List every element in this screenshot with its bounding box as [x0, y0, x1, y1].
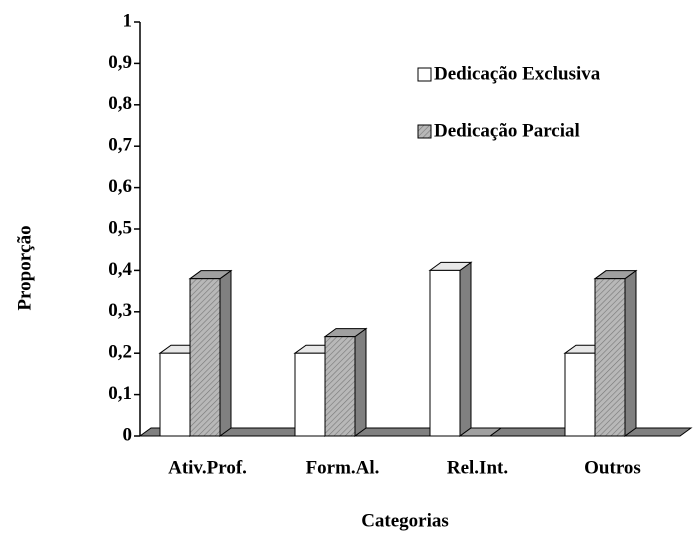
- y-tick-label: 0,1: [108, 383, 132, 404]
- legend-swatch: [417, 124, 432, 139]
- legend-label: Dedicação Parcial: [434, 120, 580, 141]
- x-tick-label: Ativ.Prof.: [168, 457, 247, 478]
- y-tick-label: 0,7: [108, 135, 132, 156]
- bar-side: [459, 261, 472, 437]
- floor: [138, 427, 693, 437]
- bar-side: [219, 269, 232, 437]
- y-tick-label: 0: [123, 424, 133, 445]
- y-tick-label: 1: [123, 10, 133, 31]
- y-tick-label: 0,8: [108, 93, 132, 114]
- bar-side: [624, 269, 637, 437]
- bar: [189, 278, 221, 437]
- y-tick-label: 0,3: [108, 300, 132, 321]
- y-tick-label: 0,2: [108, 342, 132, 363]
- x-tick-label: Rel.Int.: [447, 457, 508, 478]
- y-tick-label: 0,9: [108, 52, 132, 73]
- bar: [324, 336, 356, 437]
- legend-swatch: [417, 67, 432, 82]
- bar: [429, 269, 461, 437]
- x-tick-label: Form.Al.: [306, 457, 380, 478]
- y-tick-label: 0,5: [108, 217, 132, 238]
- legend-label: Dedicação Exclusiva: [434, 63, 601, 84]
- y-axis-label: Proporção: [14, 225, 35, 310]
- bar: [159, 352, 191, 437]
- bar: [594, 278, 626, 437]
- bar-top: [458, 427, 503, 437]
- x-axis-label: Categorias: [361, 510, 449, 531]
- x-tick-label: Outros: [584, 457, 641, 478]
- y-tick-label: 0,4: [108, 259, 132, 280]
- bar: [294, 352, 326, 437]
- bar: [564, 352, 596, 437]
- bar-side: [354, 327, 367, 437]
- y-tick-label: 0,6: [108, 176, 132, 197]
